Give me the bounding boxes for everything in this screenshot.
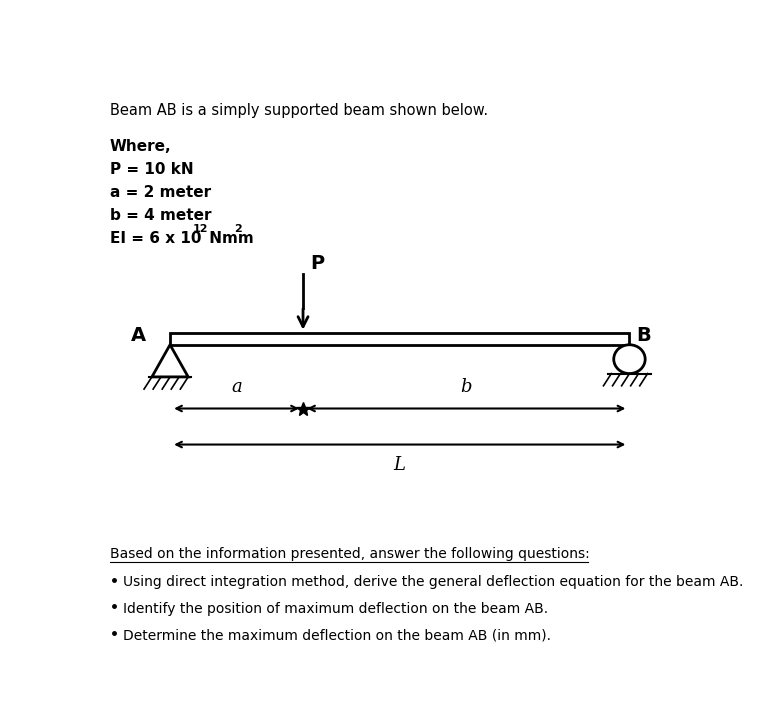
Text: Identify the position of maximum deflection on the beam AB.: Identify the position of maximum deflect… xyxy=(123,602,548,616)
Text: P: P xyxy=(310,253,324,273)
Text: b: b xyxy=(460,378,472,396)
Text: a: a xyxy=(231,378,242,396)
Text: b = 4 meter: b = 4 meter xyxy=(109,208,211,222)
Text: EI = 6 x 10: EI = 6 x 10 xyxy=(109,230,201,246)
Polygon shape xyxy=(152,345,188,377)
Text: Nmm: Nmm xyxy=(204,230,254,246)
Circle shape xyxy=(614,345,645,374)
Text: Using direct integration method, derive the general deflection equation for the : Using direct integration method, derive … xyxy=(123,575,743,590)
Text: Where,: Where, xyxy=(109,139,172,154)
Text: 12: 12 xyxy=(193,224,208,234)
Text: L: L xyxy=(394,456,406,474)
Polygon shape xyxy=(170,333,629,345)
Text: 2: 2 xyxy=(234,224,242,234)
Text: Determine the maximum deflection on the beam AB (in mm).: Determine the maximum deflection on the … xyxy=(123,629,551,643)
Text: A: A xyxy=(131,326,146,346)
Text: Beam AB is a simply supported beam shown below.: Beam AB is a simply supported beam shown… xyxy=(109,103,488,118)
Text: a = 2 meter: a = 2 meter xyxy=(109,185,211,200)
Text: Based on the information presented, answer the following questions:: Based on the information presented, answ… xyxy=(109,546,590,561)
Text: B: B xyxy=(636,326,651,346)
Text: P = 10 kN: P = 10 kN xyxy=(109,162,193,177)
